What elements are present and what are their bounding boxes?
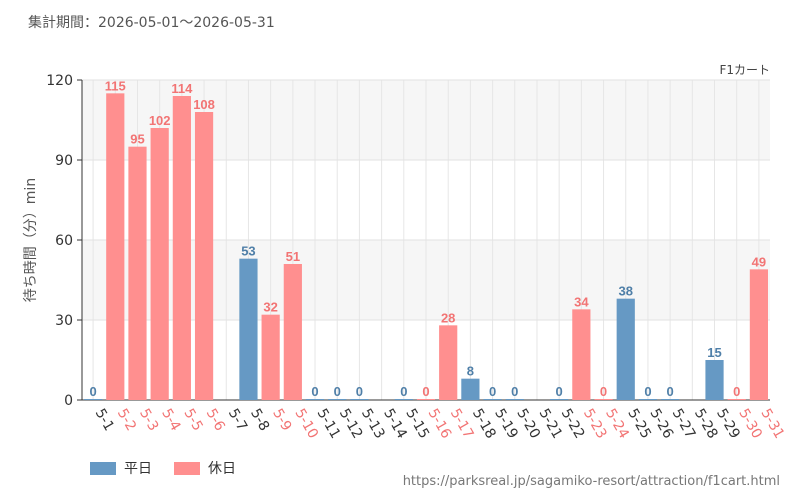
data-label-5-27: 0: [667, 384, 674, 399]
x-tick-label-5-9: 5-9: [269, 406, 294, 434]
bar-5-5: [172, 96, 191, 400]
legend-label-holiday: 休日: [208, 461, 236, 477]
bar-5-31: [749, 269, 769, 400]
data-label-5-4: 102: [149, 113, 171, 128]
bar-5-9: [261, 314, 280, 400]
bar-5-24: [594, 399, 613, 400]
data-label-5-18: 8: [467, 364, 474, 379]
source-url[interactable]: https://parksreal.jp/sagamiko-resort/att…: [402, 474, 780, 489]
bar-5-8: [239, 258, 258, 400]
legend-item-holiday[interactable]: 休日: [174, 458, 236, 478]
data-label-5-20: 0: [511, 384, 518, 399]
bar-5-18: [461, 378, 480, 400]
data-label-5-13: 0: [356, 384, 363, 399]
bar-5-20: [505, 399, 524, 400]
data-label-5-24: 0: [600, 384, 607, 399]
y-tick-label: 0: [64, 393, 73, 409]
bar-5-12: [328, 399, 347, 400]
data-label-5-10: 51: [286, 249, 300, 264]
y-tick-label: 120: [46, 73, 73, 89]
data-label-5-5: 114: [171, 81, 193, 96]
x-tick-label-5-5: 5-5: [180, 406, 205, 434]
y-tick-label: 30: [55, 313, 73, 329]
bar-5-11: [305, 399, 325, 400]
data-label-5-1: 0: [89, 384, 96, 399]
bar-5-29: [705, 360, 724, 400]
bar-5-10: [283, 264, 302, 400]
data-label-5-3: 95: [130, 132, 144, 147]
period-label: 集計期間：2026-05-01～2026-05-31: [28, 15, 275, 31]
x-tick-label-5-4: 5-4: [158, 406, 183, 434]
data-label-5-25: 38: [619, 284, 633, 299]
legend: 平日 休日: [90, 458, 236, 478]
bar-5-26: [638, 399, 658, 400]
bar-chart: 0 30 60 90 120 0 5-1 115 5-2 95 5-3 102 5-4 114 5-5 108…: [46, 73, 787, 442]
x-tick-label-5-31: 5-31: [757, 406, 787, 442]
bar-5-1: [83, 399, 103, 400]
y-tick-label: 90: [55, 153, 73, 169]
data-label-5-17: 28: [441, 310, 455, 325]
bar-5-22: [550, 399, 569, 400]
legend-label-weekday: 平日: [124, 461, 152, 477]
legend-swatch-holiday: [174, 461, 200, 475]
x-tick-label-5-6: 5-6: [203, 406, 228, 434]
x-tick-label-5-2: 5-2: [114, 406, 139, 434]
series-name-label: F1カート: [719, 63, 770, 77]
data-label-5-22: 0: [556, 384, 563, 399]
x-tick-label-5-3: 5-3: [136, 406, 161, 434]
data-label-5-16: 0: [422, 384, 429, 399]
bar-5-27: [661, 399, 680, 400]
data-label-5-8: 53: [241, 244, 255, 259]
data-label-5-29: 15: [707, 345, 721, 360]
legend-swatch-weekday: [90, 461, 116, 475]
data-label-5-30: 0: [733, 384, 740, 399]
legend-item-weekday[interactable]: 平日: [90, 458, 152, 478]
bar-5-17: [439, 325, 458, 400]
bar-5-2: [106, 93, 125, 400]
data-label-5-26: 0: [644, 384, 651, 399]
data-label-5-9: 32: [263, 300, 277, 315]
data-label-5-11: 0: [311, 384, 318, 399]
x-tick-label-5-7: 5-7: [225, 406, 250, 434]
bar-5-16: [416, 399, 436, 400]
bar-5-19: [483, 399, 502, 400]
y-tick-label: 60: [55, 233, 73, 249]
bar-5-13: [350, 399, 369, 400]
bar-5-30: [727, 399, 746, 400]
bar-5-25: [616, 298, 635, 400]
bar-5-23: [572, 309, 591, 400]
data-label-5-2: 115: [105, 78, 126, 93]
data-label-5-19: 0: [489, 384, 496, 399]
bar-5-3: [128, 146, 147, 400]
x-tick-label-5-8: 5-8: [247, 406, 272, 434]
x-tick-label-5-1: 5-1: [92, 406, 117, 434]
data-label-5-6: 108: [193, 97, 215, 112]
bar-5-6: [194, 112, 214, 400]
bar-5-15: [394, 399, 413, 400]
data-label-5-12: 0: [334, 384, 341, 399]
data-label-5-31: 49: [752, 254, 766, 269]
bar-5-4: [150, 128, 169, 400]
data-label-5-23: 34: [574, 294, 589, 309]
data-label-5-15: 0: [400, 384, 407, 399]
